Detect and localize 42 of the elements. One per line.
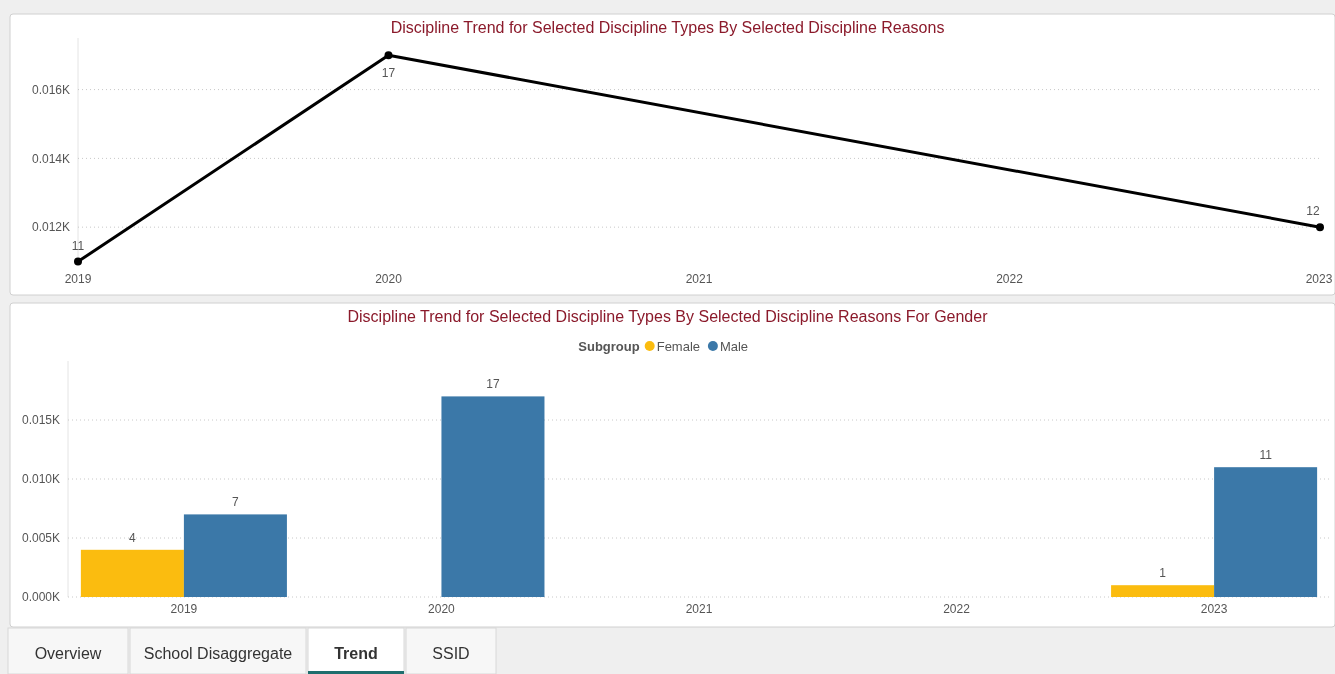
data-label: 4: [129, 530, 137, 545]
x-tick-label: 2021: [685, 272, 713, 286]
x-tick-label: 2023: [1200, 602, 1228, 616]
legend-label: Male: [719, 338, 749, 354]
x-tick-label: 2019: [64, 272, 92, 286]
x-tick-label: 2020: [375, 272, 403, 286]
bar: [183, 514, 287, 597]
y-tick-label: 0.015K: [21, 413, 60, 428]
text: SSID: [432, 645, 470, 662]
point: [1316, 223, 1324, 232]
legend-title: Subgroup: [578, 338, 640, 354]
data-label: 11: [1259, 448, 1273, 463]
data-label: 12: [1306, 204, 1320, 219]
x-tick-label: 2022: [943, 602, 971, 616]
x-tick-label: 2021: [685, 602, 713, 616]
bar: [1111, 585, 1215, 597]
x-tick-label: 2022: [996, 272, 1024, 286]
y-tick-label: 0.016K: [31, 82, 70, 97]
text: Overview: [34, 645, 102, 662]
legend-label: Female: [656, 338, 701, 354]
point: [384, 51, 393, 60]
data-label: 7: [232, 495, 240, 510]
bar: [1214, 467, 1318, 597]
data-label: 17: [486, 377, 500, 392]
y-tick-label: 0.000K: [21, 590, 60, 605]
y-tick-label: 0.005K: [21, 531, 60, 546]
y-tick-label: 0.012K: [31, 220, 70, 235]
text: School Disaggregate: [143, 645, 293, 662]
x-tick-label: 2023: [1305, 272, 1333, 286]
y-tick-label: 0.010K: [21, 472, 60, 487]
data-label: 11: [71, 238, 85, 253]
chart-title: Discipline Trend for Selected Discipline Types By Selected Discipline Reasons: [390, 19, 945, 36]
bar: [441, 396, 545, 597]
y-tick-label: 0.014K: [31, 151, 70, 166]
x-tick-label: 2019: [170, 602, 198, 616]
data-label: 17: [381, 66, 396, 81]
point: [74, 257, 82, 266]
chart-title: Discipline Trend for Selected Discipline Types By Selected Discipline Reasons For Gender: [347, 308, 989, 325]
x-tick-label: 2020: [428, 602, 456, 616]
data-label: 1: [1159, 566, 1167, 581]
bar: [80, 549, 184, 597]
text: Trend: [334, 645, 378, 662]
